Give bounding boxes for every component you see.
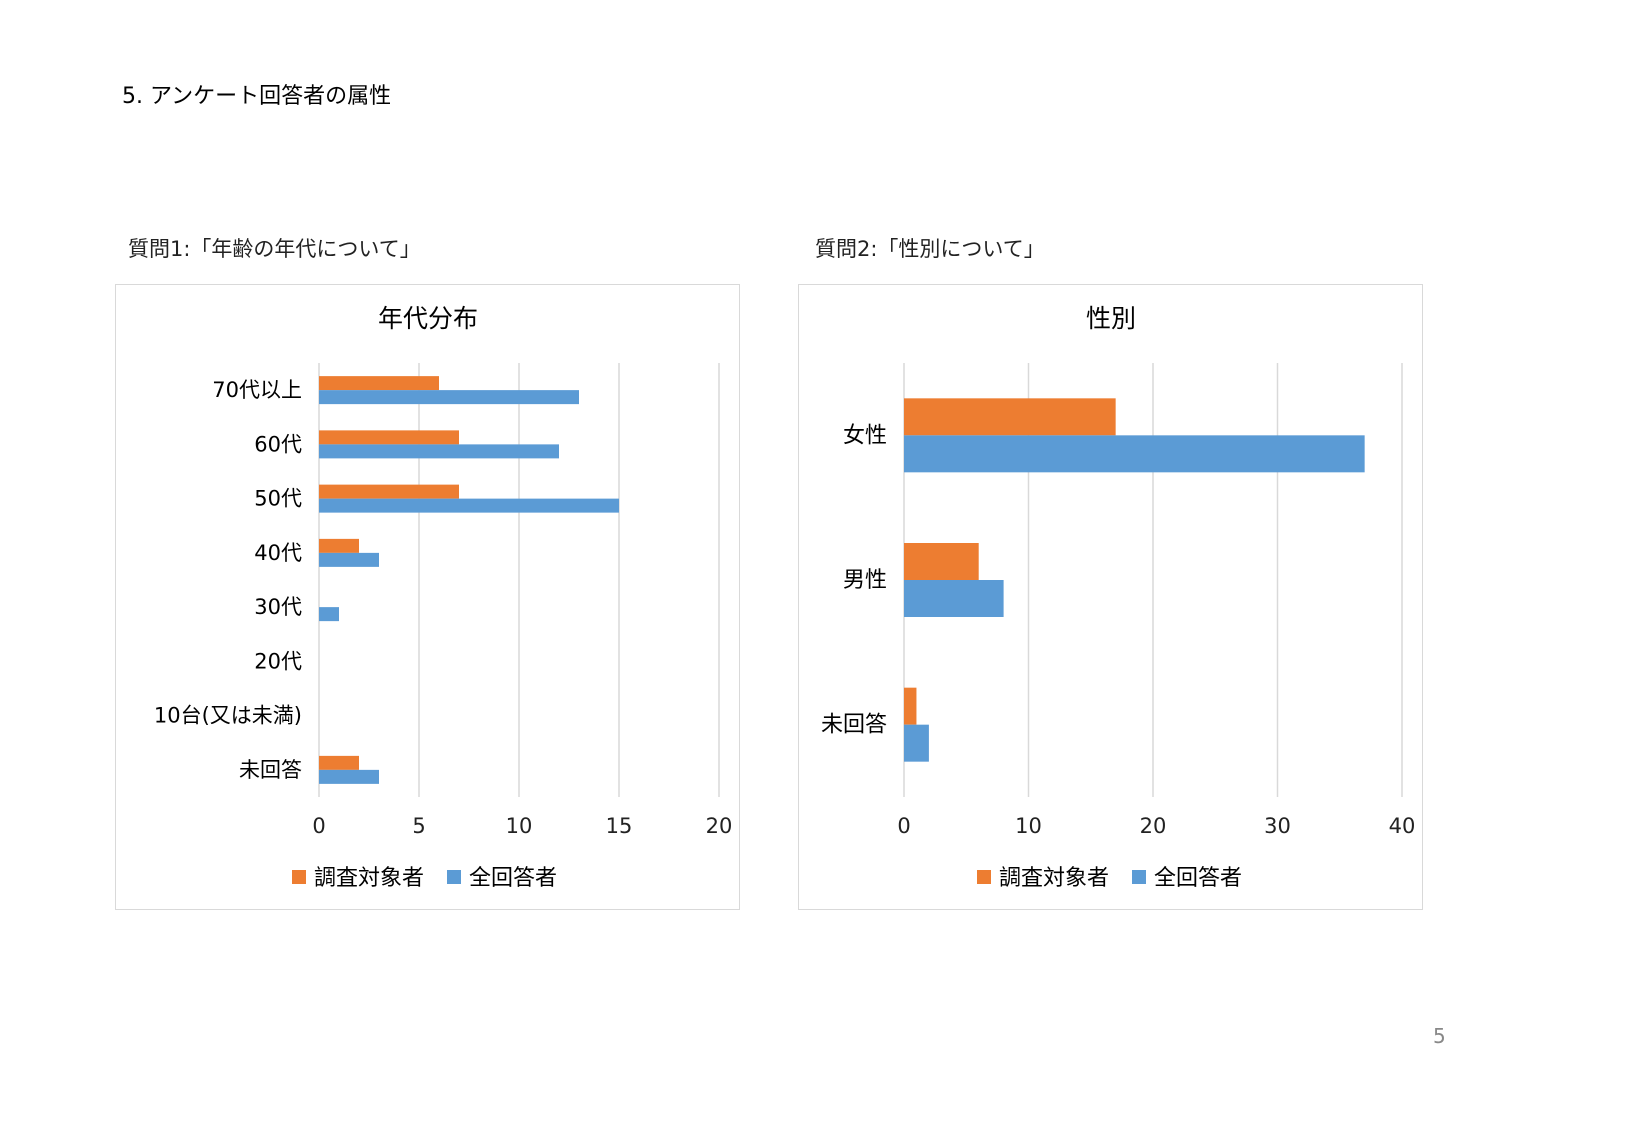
bar-target bbox=[319, 430, 459, 445]
bar-target bbox=[904, 543, 979, 580]
gender-chart: 性別 0 10 20 30 40 女性男性未回答調査対象者 全回答者 bbox=[798, 284, 1423, 910]
x-tick-label: 0 bbox=[897, 814, 910, 838]
page-number: 5 bbox=[1433, 1024, 1446, 1048]
x-tick-label: 0 bbox=[312, 814, 325, 838]
category-label: 20代 bbox=[254, 649, 302, 673]
question-2-label: 質問2:「性別について」 bbox=[815, 237, 1045, 261]
category-label: 未回答 bbox=[239, 758, 302, 782]
legend-swatch bbox=[447, 870, 461, 884]
age-chart: 年代分布 0 5 10 15 20 70代以上 60代 50代 40代 30代 20代 10台(又は未満… bbox=[115, 284, 740, 910]
x-tick-label: 10 bbox=[1015, 814, 1042, 838]
bar-all bbox=[319, 498, 619, 513]
bar-target bbox=[319, 755, 359, 770]
legend-label: 調査対象者 bbox=[314, 866, 424, 891]
category-label: 70代以上 bbox=[212, 378, 302, 402]
bar-target bbox=[319, 538, 359, 553]
legend-swatch bbox=[292, 870, 306, 884]
bar-all bbox=[319, 769, 379, 784]
x-tick-label: 10 bbox=[506, 814, 533, 838]
x-tick-label: 30 bbox=[1264, 814, 1291, 838]
x-tick-label: 20 bbox=[1140, 814, 1167, 838]
bar-target bbox=[319, 484, 459, 499]
chart-title: 年代分布 bbox=[378, 304, 478, 333]
section-heading: 5. アンケート回答者の属性 bbox=[122, 84, 392, 109]
bar-target bbox=[904, 398, 1116, 436]
category-label: 未回答 bbox=[821, 713, 887, 738]
category-label: 40代 bbox=[254, 541, 302, 565]
bar-all bbox=[319, 390, 579, 405]
category-label: 10台(又は未満) bbox=[154, 704, 302, 728]
question-1-label: 質問1:「年齢の年代について」 bbox=[128, 237, 421, 261]
legend-label: 全回答者 bbox=[469, 866, 557, 891]
legend-label: 全回答者 bbox=[1154, 866, 1242, 891]
category-label: 50代 bbox=[254, 487, 302, 511]
legend-label: 調査対象者 bbox=[999, 866, 1109, 891]
bar-all bbox=[904, 580, 1004, 617]
bar-all bbox=[904, 435, 1365, 473]
category-label: 30代 bbox=[254, 595, 302, 619]
x-tick-label: 40 bbox=[1389, 814, 1416, 838]
category-label: 女性 bbox=[843, 423, 887, 448]
category-label: 男性 bbox=[843, 568, 887, 593]
x-tick-label: 15 bbox=[606, 814, 633, 838]
x-tick-label: 20 bbox=[706, 814, 733, 838]
x-tick-label: 5 bbox=[412, 814, 425, 838]
legend-swatch bbox=[1132, 870, 1146, 884]
category-label: 60代 bbox=[254, 432, 302, 456]
bar-all bbox=[319, 552, 379, 567]
bar-all bbox=[904, 724, 929, 762]
bar-target bbox=[319, 376, 439, 391]
bar-target bbox=[904, 687, 917, 725]
bar-all bbox=[319, 444, 559, 459]
chart-title: 性別 bbox=[1086, 304, 1136, 333]
bar-all bbox=[319, 607, 339, 622]
legend-swatch bbox=[977, 870, 991, 884]
